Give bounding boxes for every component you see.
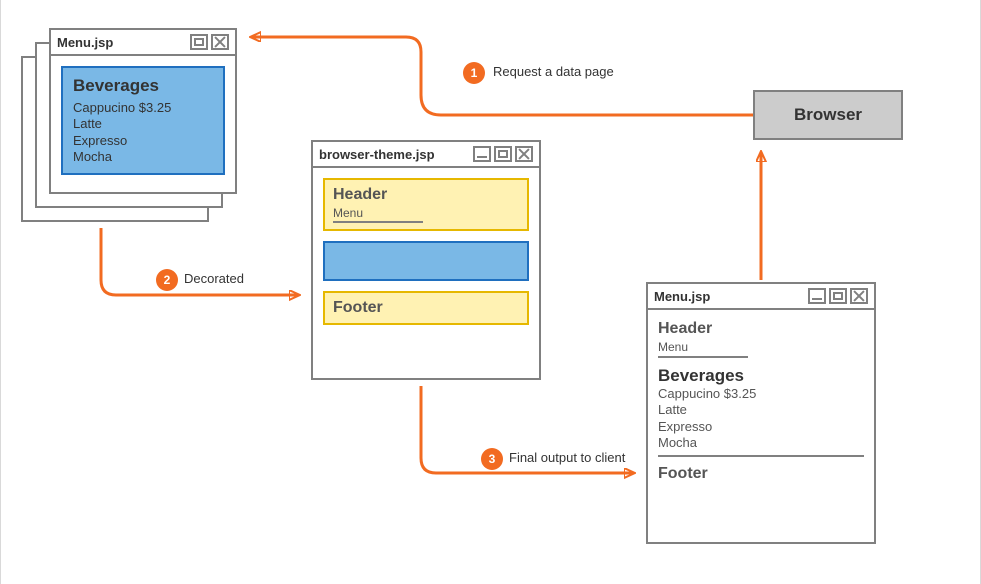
output-footer-label: Footer	[658, 465, 864, 483]
theme-window-title: browser-theme.jsp	[319, 147, 473, 162]
menu-window-body: Beverages Cappucino $3.25LatteExpressoMo…	[51, 56, 235, 185]
output-window-controls	[808, 288, 868, 304]
close-icon	[515, 146, 533, 162]
theme-window-titlebar: browser-theme.jsp	[313, 142, 539, 168]
output-beverages-underline	[658, 455, 864, 457]
step-badge-1: 1	[463, 62, 485, 84]
close-icon	[211, 34, 229, 50]
theme-window: browser-theme.jsp Header Menu Footer	[311, 140, 541, 380]
output-menu-underline	[658, 356, 748, 358]
step-badge-3: 3	[481, 448, 503, 470]
output-beverage-item: Cappucino $3.25	[658, 386, 864, 402]
theme-window-body: Header Menu Footer	[313, 168, 539, 345]
theme-menu-label: Menu	[333, 206, 519, 220]
output-footer-section: Footer	[658, 465, 864, 483]
output-beverages-section: Beverages Cappucino $3.25LatteExpressoMo…	[658, 366, 864, 457]
beverage-item: Latte	[73, 116, 213, 132]
minimize-icon	[473, 146, 491, 162]
output-beverage-item: Latte	[658, 402, 864, 418]
theme-window-controls	[473, 146, 533, 162]
maximize-icon	[829, 288, 847, 304]
step-label-1: Request a data page	[493, 64, 614, 79]
beverage-item: Cappucino $3.25	[73, 100, 213, 116]
minimize-icon	[808, 288, 826, 304]
output-beverages-list: Cappucino $3.25LatteExpressoMocha	[658, 386, 864, 451]
output-window-title: Menu.jsp	[654, 289, 808, 304]
menu-content-box: Beverages Cappucino $3.25LatteExpressoMo…	[61, 66, 225, 175]
step-badge-2: 2	[156, 269, 178, 291]
diagram-canvas: Menu.jsp Beverages Cappucino $3.25LatteE…	[0, 0, 981, 584]
output-beverage-item: Expresso	[658, 419, 864, 435]
beverages-list: Cappucino $3.25LatteExpressoMocha	[73, 100, 213, 165]
menu-window-title: Menu.jsp	[57, 35, 190, 50]
menu-window-controls	[190, 34, 229, 50]
output-window: Menu.jsp Header Menu Beverages Cappucino…	[646, 282, 876, 544]
output-header-section: Header Menu	[658, 320, 864, 358]
close-icon	[850, 288, 868, 304]
beverages-heading: Beverages	[73, 76, 213, 96]
menu-window: Menu.jsp Beverages Cappucino $3.25LatteE…	[49, 28, 237, 194]
maximize-icon	[190, 34, 208, 50]
theme-menu-underline	[333, 221, 423, 223]
menu-window-titlebar: Menu.jsp	[51, 30, 235, 56]
step-label-3: Final output to client	[509, 450, 625, 465]
output-beverages-heading: Beverages	[658, 366, 864, 386]
maximize-icon	[494, 146, 512, 162]
theme-footer-box: Footer	[323, 291, 529, 325]
beverage-item: Expresso	[73, 133, 213, 149]
beverage-item: Mocha	[73, 149, 213, 165]
browser-label: Browser	[794, 105, 862, 125]
browser-box: Browser	[753, 90, 903, 140]
output-window-body: Header Menu Beverages Cappucino $3.25Lat…	[648, 310, 874, 501]
output-beverage-item: Mocha	[658, 435, 864, 451]
output-window-titlebar: Menu.jsp	[648, 284, 874, 310]
output-header-label: Header	[658, 320, 864, 338]
theme-header-box: Header Menu	[323, 178, 529, 231]
theme-header-label: Header	[333, 186, 519, 204]
step-label-2: Decorated	[184, 271, 244, 286]
output-menu-label: Menu	[658, 340, 864, 354]
theme-footer-label: Footer	[333, 299, 519, 317]
theme-content-placeholder	[323, 241, 529, 281]
